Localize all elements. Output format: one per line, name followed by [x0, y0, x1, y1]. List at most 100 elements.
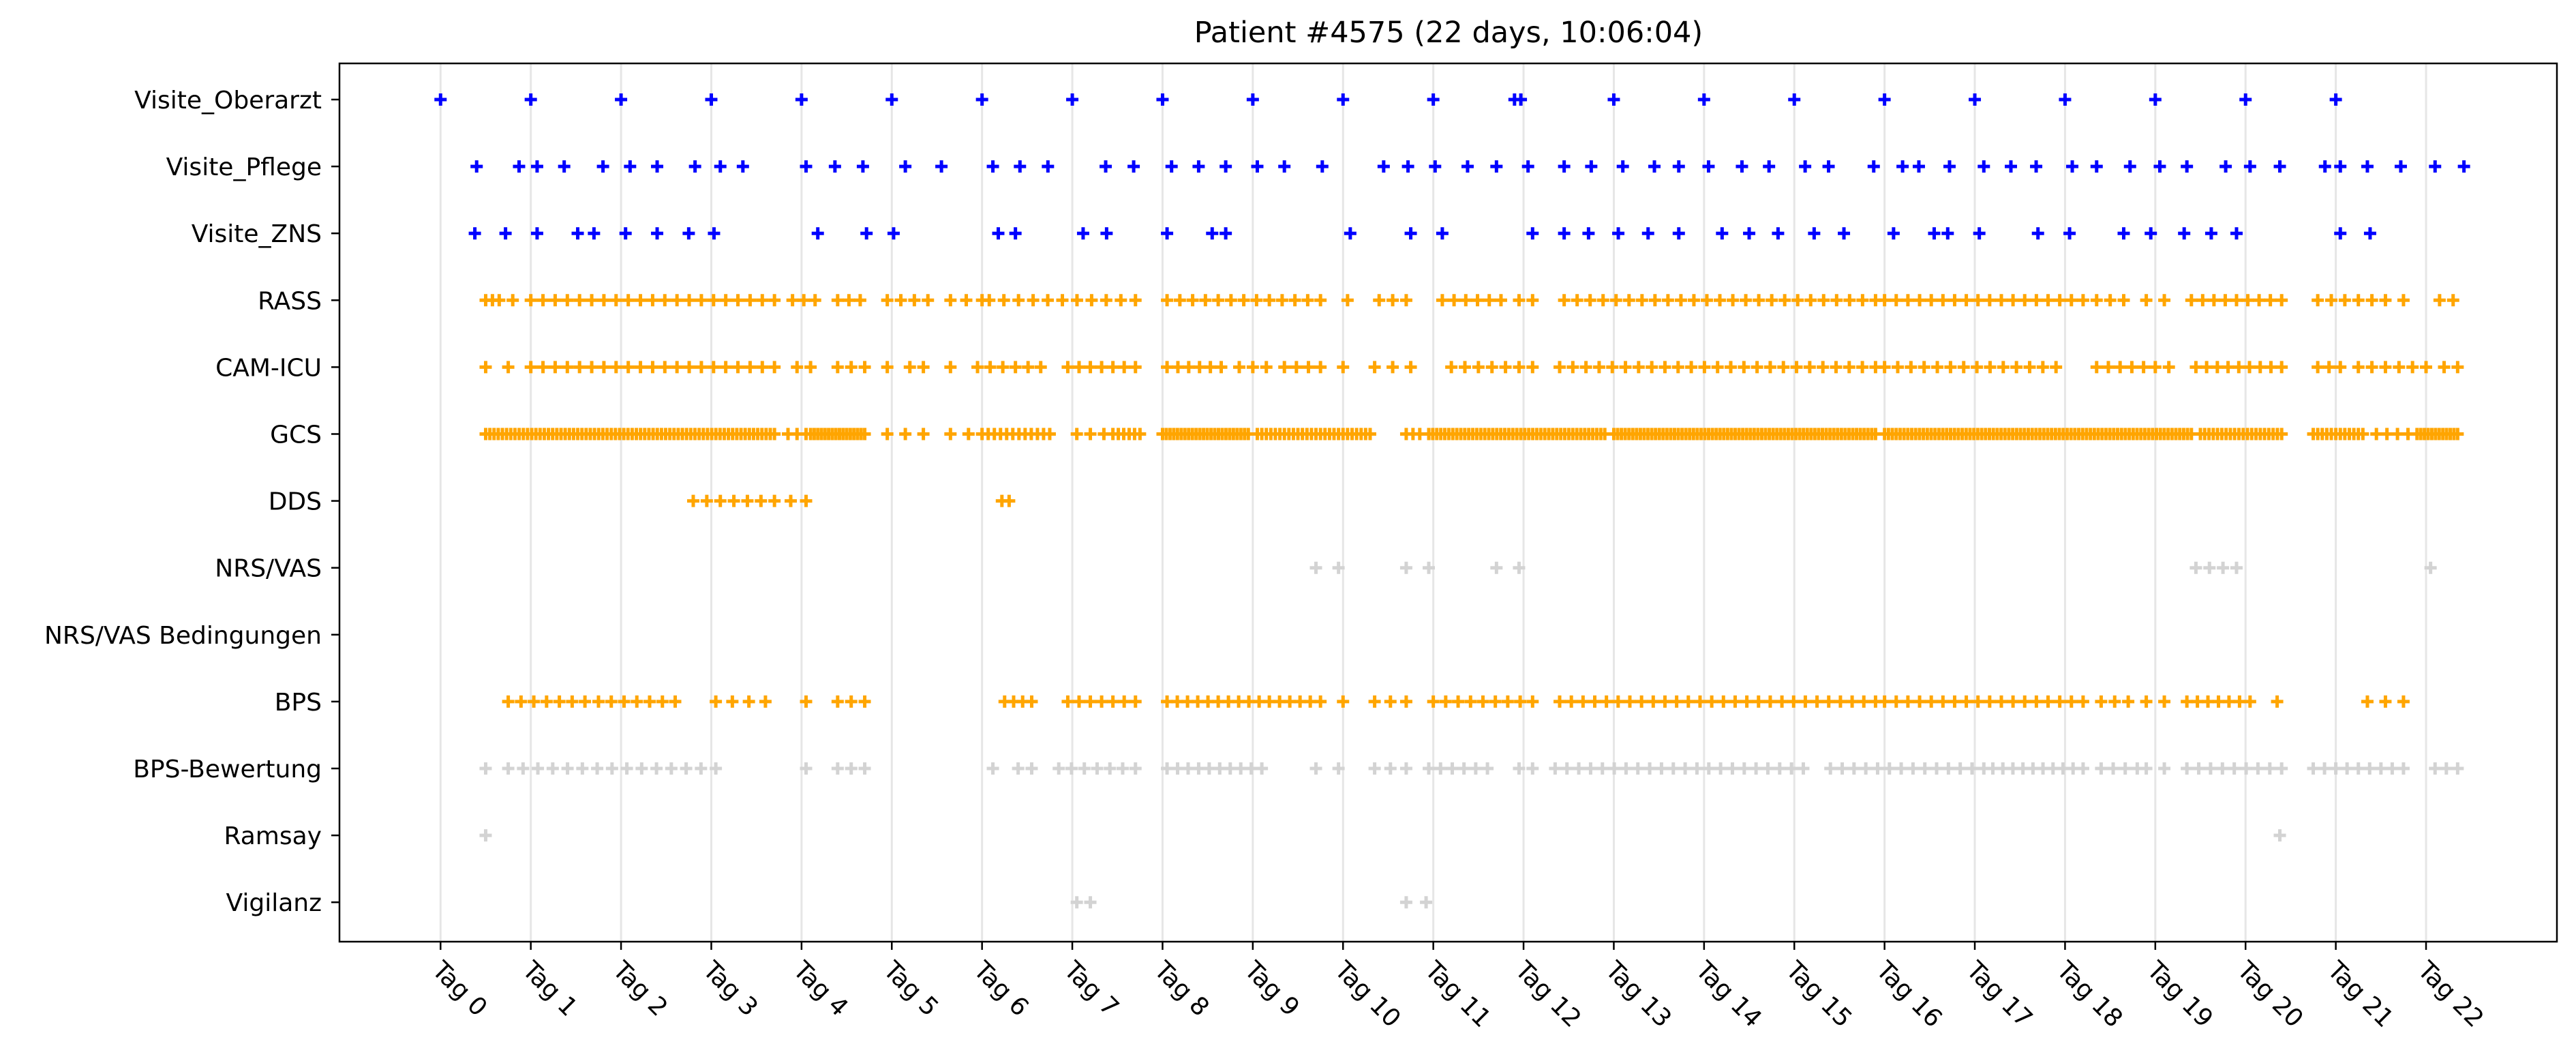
marker-cam-icu — [2352, 361, 2365, 374]
marker-visite-oberarzt — [1427, 93, 1440, 106]
marker-visite-oberarzt — [1697, 93, 1710, 106]
marker-cam-icu — [1084, 361, 1097, 374]
marker-cam-icu — [1763, 361, 1776, 374]
marker-gcs — [2391, 428, 2404, 440]
marker-bps-bewertung — [2095, 762, 2108, 775]
marker-gcs — [1363, 428, 1376, 440]
marker-bps — [1232, 695, 1245, 708]
marker-rass — [744, 294, 757, 307]
marker-bps — [2042, 695, 2055, 708]
marker-bps — [845, 695, 858, 708]
marker-cam-icu — [634, 361, 647, 374]
marker-bps-bewertung — [1332, 762, 1345, 775]
marker-bps-bewertung — [1181, 762, 1194, 775]
marker-bps-bewertung — [1895, 762, 1908, 775]
marker-visite-zns — [1838, 227, 1851, 240]
marker-cam-icu — [1671, 361, 1684, 374]
marker-bps — [1693, 695, 1706, 708]
marker-visite-oberarzt — [434, 93, 447, 106]
x-tick-label: Tag 21 — [2322, 956, 2399, 1033]
marker-gcs — [917, 428, 930, 440]
marker-bps — [1212, 695, 1225, 708]
marker-cam-icu — [1856, 361, 1869, 374]
y-tick-label: RASS — [258, 287, 322, 315]
marker-rass — [2325, 294, 2338, 307]
marker-bps-bewertung — [2252, 762, 2264, 775]
marker-cam-icu — [2243, 361, 2256, 374]
data-marks — [434, 93, 2470, 909]
marker-rass — [756, 294, 769, 307]
marker-cam-icu — [1931, 361, 1944, 374]
marker-rass — [1596, 294, 1609, 307]
marker-cam-icu — [1314, 361, 1327, 374]
marker-bps-bewertung — [1116, 762, 1129, 775]
marker-bps-bewertung — [1192, 762, 1205, 775]
marker-visite-zns — [1716, 227, 1729, 240]
x-tick-label: Tag 10 — [1329, 956, 1406, 1033]
marker-visite-zns — [1219, 227, 1232, 240]
marker-rass — [853, 294, 866, 307]
marker-cam-icu — [719, 361, 732, 374]
marker-rass — [1448, 294, 1461, 307]
marker-bps-bewertung — [1824, 762, 1837, 775]
marker-bps — [566, 695, 579, 708]
marker-bps-bewertung — [1309, 762, 1322, 775]
marker-visite-pflege — [1896, 160, 1909, 173]
marker-visite-pflege — [2394, 160, 2407, 173]
marker-rass — [1301, 294, 1314, 307]
marker-visite-zns — [588, 227, 601, 240]
marker-cam-icu — [524, 361, 537, 374]
marker-visite-zns — [1161, 227, 1174, 240]
marker-rass — [1804, 294, 1817, 307]
marker-cam-icu — [2102, 361, 2115, 374]
marker-bps — [1913, 695, 1926, 708]
marker-visite-pflege — [899, 160, 912, 173]
marker-dds — [741, 494, 754, 507]
marker-visite-zns — [708, 227, 721, 240]
marker-bps — [1095, 695, 1108, 708]
marker-bps — [1294, 695, 1307, 708]
x-tick-label: Tag 3 — [697, 956, 763, 1022]
marker-cam-icu — [744, 361, 757, 374]
marker-cam-icu — [2232, 361, 2245, 374]
marker-rass — [2090, 294, 2103, 307]
marker-cam-icu — [646, 361, 659, 374]
marker-visite-pflege — [2181, 160, 2194, 173]
marker-bps — [618, 695, 631, 708]
marker-rass — [1901, 294, 1914, 307]
marker-bps — [726, 695, 739, 708]
y-tick-label: Visite_Pflege — [166, 153, 322, 181]
marker-bps — [515, 695, 528, 708]
marker-visite-pflege — [1763, 160, 1776, 173]
marker-gcs — [1043, 428, 1056, 440]
marker-cam-icu — [1171, 361, 1184, 374]
series-cam-icu — [479, 361, 2464, 374]
marker-bps — [1253, 695, 1266, 708]
marker-bps-bewertung — [1883, 762, 1896, 775]
marker-rass — [634, 294, 647, 307]
marker-bps-bewertung — [2275, 762, 2288, 775]
marker-bps — [1740, 695, 1753, 708]
chart-title: Patient #4575 (22 days, 10:06:04) — [1194, 16, 1703, 50]
marker-visite-oberarzt — [1969, 93, 1982, 106]
marker-cam-icu — [1830, 361, 1843, 374]
marker-rass — [960, 294, 973, 307]
marker-rass — [1387, 294, 1399, 307]
marker-visite-pflege — [1316, 160, 1329, 173]
marker-bps-bewertung — [2451, 762, 2464, 775]
marker-bps — [1243, 695, 1256, 708]
series-vigilanz — [1070, 896, 1433, 909]
marker-cam-icu — [1458, 361, 1471, 374]
marker-cam-icu — [1725, 361, 1738, 374]
marker-bps — [1810, 695, 1823, 708]
marker-visite-zns — [1100, 227, 1113, 240]
marker-bps-bewertung — [1423, 762, 1436, 775]
x-tick-label: Tag 5 — [877, 956, 943, 1022]
marker-visite-zns — [992, 227, 1005, 240]
marker-cam-icu — [2438, 361, 2451, 374]
marker-cam-icu — [695, 361, 708, 374]
marker-rass — [1199, 294, 1212, 307]
marker-rass — [2397, 294, 2410, 307]
marker-visite-pflege — [2090, 160, 2103, 173]
marker-rass — [1275, 294, 1288, 307]
